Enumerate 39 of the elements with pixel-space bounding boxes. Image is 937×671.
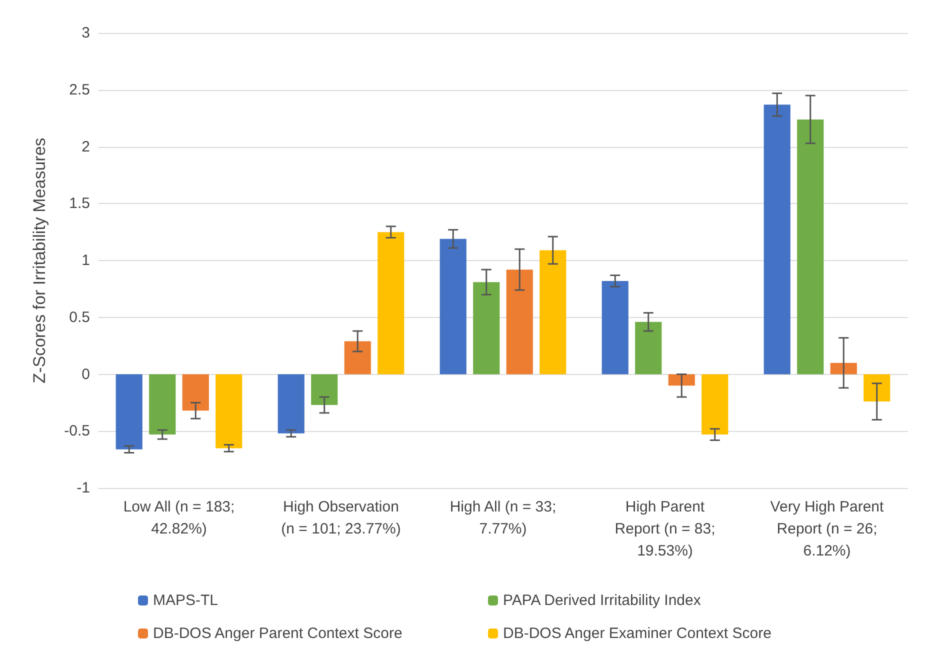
bar bbox=[668, 374, 695, 386]
y-tick-label: 0 bbox=[82, 366, 90, 383]
bar bbox=[864, 374, 890, 402]
bar bbox=[764, 104, 790, 374]
legend-label: DB-DOS Anger Parent Context Score bbox=[153, 625, 402, 642]
bar bbox=[702, 374, 728, 435]
y-axis-title: Z-Scores for Irritability Measures bbox=[30, 138, 49, 384]
x-tick-label: High Parent Report (n = 83; 19.53%) bbox=[614, 498, 716, 560]
bar bbox=[540, 250, 566, 374]
bar bbox=[473, 282, 500, 374]
bar bbox=[602, 280, 628, 374]
y-tick-label: -0.5 bbox=[64, 422, 90, 440]
y-tick-label: 0.5 bbox=[69, 308, 90, 326]
legend-label: DB-DOS Anger Examiner Context Score bbox=[503, 625, 772, 642]
legend-label: PAPA Derived Irritability Index bbox=[503, 592, 702, 609]
bar bbox=[830, 362, 857, 374]
legend-label: MAPS-TL bbox=[153, 592, 218, 609]
bar bbox=[182, 374, 209, 411]
x-tick-label: Very High Parent Report (n = 26; 6.12%) bbox=[770, 498, 885, 560]
y-tick-label: 2 bbox=[82, 138, 90, 156]
bar bbox=[311, 374, 338, 405]
bar bbox=[635, 322, 662, 374]
x-tick-label: High Observation (n = 101; 23.77%) bbox=[281, 498, 401, 538]
y-tick-label: 1.5 bbox=[69, 195, 90, 212]
bar bbox=[278, 374, 304, 434]
bar bbox=[216, 374, 242, 448]
bar bbox=[344, 341, 371, 374]
bar bbox=[378, 232, 404, 374]
x-tick-label: High All (n = 33; 7.77%) bbox=[450, 498, 556, 538]
bar bbox=[149, 374, 176, 435]
bar bbox=[797, 119, 824, 374]
x-tick-label: Low All (n = 183; 42.82%) bbox=[123, 498, 235, 538]
bar bbox=[440, 238, 466, 374]
bar bbox=[116, 374, 142, 450]
y-tick-label: 2.5 bbox=[69, 81, 90, 98]
y-tick-label: 3 bbox=[82, 24, 90, 42]
y-tick-label: 1 bbox=[82, 252, 90, 269]
bar bbox=[506, 270, 533, 374]
y-tick-label: -1 bbox=[76, 480, 90, 496]
